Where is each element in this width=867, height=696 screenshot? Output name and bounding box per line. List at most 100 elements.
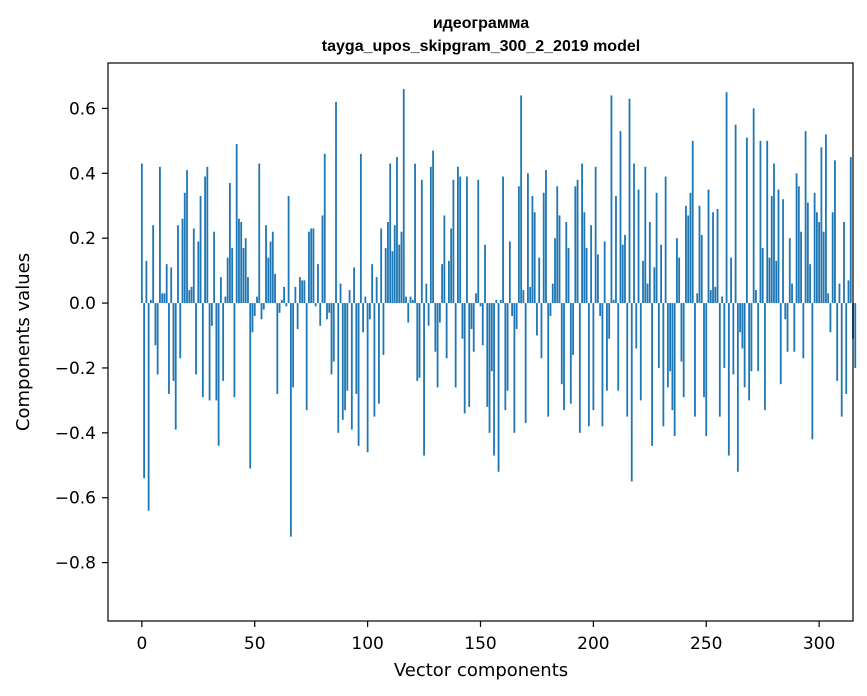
x-axis-ticks: 0 50 100 150 200 250 300 <box>136 621 835 654</box>
bar <box>294 286 297 304</box>
bar <box>527 173 529 304</box>
bar <box>741 303 744 349</box>
bar <box>730 257 732 304</box>
bar <box>301 280 304 304</box>
bar <box>569 303 572 404</box>
bar <box>398 244 401 304</box>
bar <box>800 231 802 304</box>
bar <box>734 124 737 304</box>
bar <box>529 286 532 304</box>
bar <box>581 163 583 304</box>
bar <box>761 247 764 304</box>
bar <box>256 296 258 304</box>
bar <box>247 277 249 304</box>
bar <box>815 212 818 304</box>
bar <box>339 283 342 304</box>
bar <box>592 303 595 411</box>
y-tick-label: 0.4 <box>69 164 96 184</box>
bar <box>341 303 344 420</box>
bar <box>258 163 261 304</box>
bar <box>420 179 423 304</box>
bar <box>723 303 726 368</box>
bar <box>818 221 821 304</box>
y-axis-label: Components values <box>13 253 34 431</box>
bar <box>481 303 484 346</box>
bar <box>712 212 714 304</box>
bar <box>624 234 626 304</box>
bar <box>332 303 335 362</box>
bar <box>707 189 710 304</box>
bar <box>466 176 468 304</box>
bar <box>782 199 784 304</box>
bar <box>725 92 728 304</box>
bar <box>283 286 285 304</box>
bar <box>314 303 317 307</box>
bar <box>644 166 647 304</box>
bar <box>192 228 195 304</box>
bar <box>829 303 832 333</box>
bar <box>366 303 369 453</box>
bar <box>551 283 554 304</box>
x-tick-label: 150 <box>464 634 496 654</box>
bar <box>759 140 762 304</box>
bar <box>425 283 428 304</box>
bar <box>585 247 588 304</box>
bar <box>292 303 295 388</box>
bar <box>238 218 240 304</box>
bar <box>517 186 520 304</box>
bar <box>504 303 507 411</box>
bar <box>251 303 254 333</box>
bar <box>244 238 247 304</box>
bar <box>226 257 229 304</box>
bar <box>233 303 236 398</box>
bar <box>511 303 514 317</box>
bar <box>594 166 597 304</box>
bar <box>468 303 471 407</box>
bar <box>563 303 565 411</box>
bar <box>186 170 188 304</box>
bar <box>793 303 796 352</box>
bar <box>305 303 308 411</box>
bar <box>642 260 644 304</box>
bar <box>520 95 523 304</box>
bar <box>802 303 805 359</box>
bar <box>673 303 676 437</box>
bar <box>204 176 206 304</box>
bar <box>626 303 629 417</box>
bar <box>276 303 279 394</box>
bar <box>768 257 771 304</box>
bar <box>608 303 611 339</box>
y-tick-label: 0.2 <box>69 229 96 249</box>
bar <box>854 303 857 368</box>
bar <box>786 303 789 352</box>
chart-title: идеограмма <box>433 15 529 32</box>
bar <box>328 303 331 313</box>
bar <box>648 221 651 304</box>
bar <box>149 299 152 304</box>
bar <box>416 303 419 381</box>
bar <box>450 228 453 304</box>
bar <box>486 303 489 407</box>
bar <box>666 303 669 388</box>
bar <box>750 303 753 372</box>
bar <box>653 267 656 304</box>
bar <box>637 189 640 304</box>
bar <box>319 303 322 326</box>
bar <box>716 208 719 304</box>
bar <box>219 277 222 304</box>
bar <box>838 283 841 304</box>
bar <box>470 303 473 330</box>
bar <box>199 196 202 304</box>
y-tick-label: −0.8 <box>55 554 96 574</box>
bar <box>705 303 708 437</box>
bar <box>308 231 310 304</box>
bar <box>795 173 798 304</box>
bar <box>696 293 699 304</box>
bar <box>378 303 380 404</box>
bar <box>353 267 355 304</box>
bar <box>181 218 184 304</box>
bar <box>253 303 256 317</box>
bar <box>274 273 276 304</box>
bar <box>633 163 635 304</box>
bar <box>409 296 412 304</box>
